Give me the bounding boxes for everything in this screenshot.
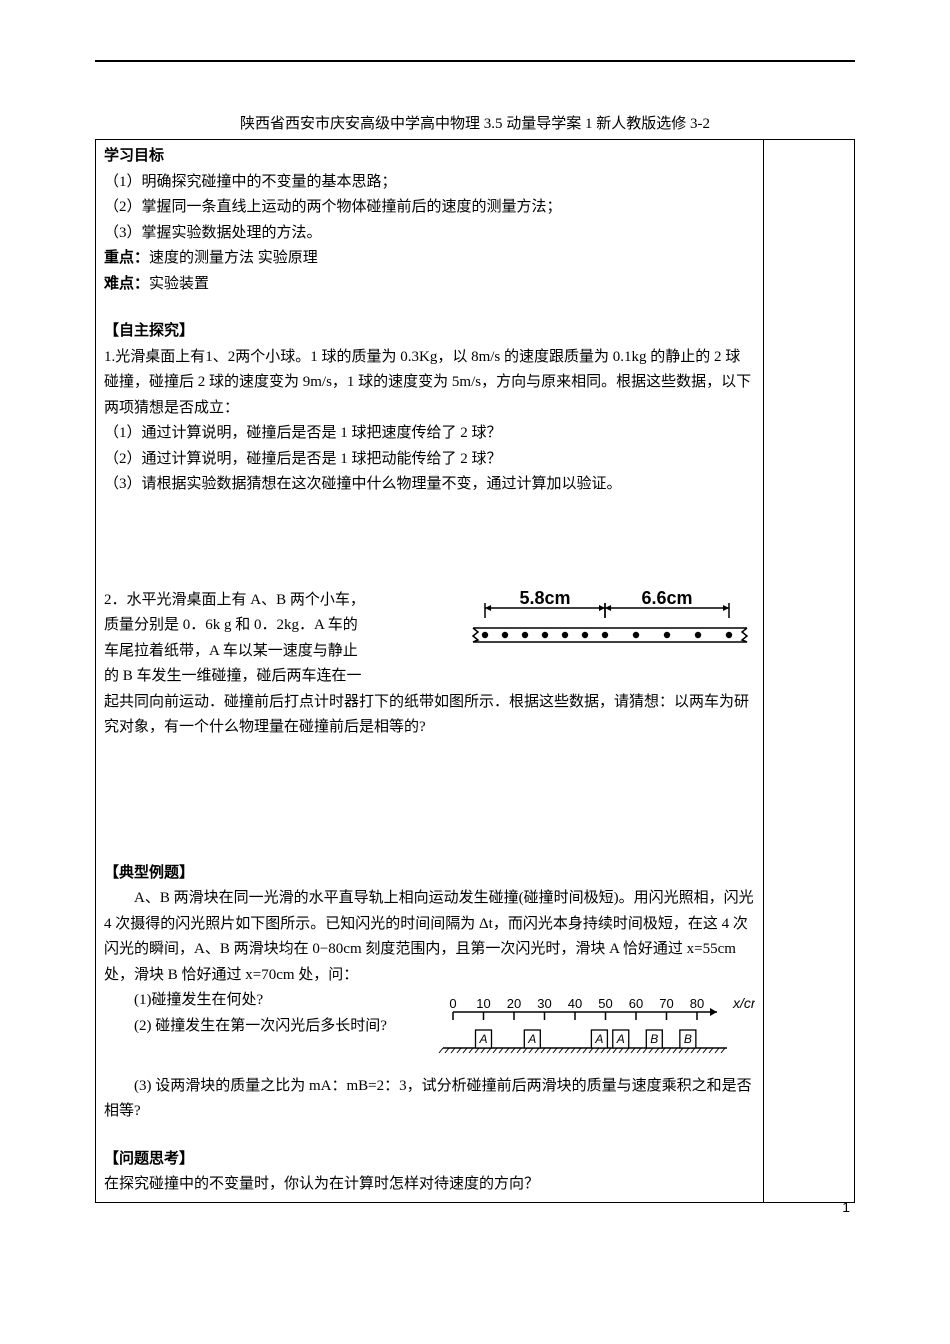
tape-svg: 5.8cm 6.6cm (465, 590, 755, 660)
svg-text:80: 80 (690, 996, 704, 1011)
page-number: 1 (842, 1199, 850, 1215)
svg-text:B: B (684, 1032, 692, 1046)
side-cell (763, 140, 854, 1203)
svg-text:0: 0 (449, 996, 456, 1011)
zhong-label: 重点： (104, 250, 149, 266)
svg-text:A: A (478, 1032, 487, 1046)
ex-q3: (3) 设两滑块的质量之比为 mA：mB=2：3，试分析碰撞前后两滑块的质量与速… (104, 1074, 755, 1125)
q1-item-2: （2）通过计算说明，碰撞后是否是 1 球把动能传给了 2 球？ (104, 447, 755, 473)
doc-title: 陕西省西安市庆安高级中学高中物理 3.5 动量导学案 1 新人教版选修 3-2 (95, 112, 855, 133)
page: 陕西省西安市庆安高级中学高中物理 3.5 动量导学案 1 新人教版选修 3-2 … (0, 0, 950, 1233)
goal-3: （3）掌握实验数据处理的方法。 (104, 221, 755, 247)
svg-text:10: 10 (476, 996, 490, 1011)
svg-text:A: A (616, 1032, 625, 1046)
q1-item-3: （3）请根据实验数据猜想在这次碰撞中什么物理量不变，通过计算加以验证。 (104, 472, 755, 498)
section-3-head: 【问题思考】 (104, 1147, 755, 1173)
svg-text:6.6cm: 6.6cm (641, 590, 692, 608)
svg-text:50: 50 (598, 996, 612, 1011)
svg-text:60: 60 (629, 996, 643, 1011)
q1-item-1: （1）通过计算说明，碰撞后是否是 1 球把速度传给了 2 球？ (104, 421, 755, 447)
svg-text:20: 20 (507, 996, 521, 1011)
svg-text:30: 30 (537, 996, 551, 1011)
goal-2: （2）掌握同一条直线上运动的两个物体碰撞前后的速度的测量方法； (104, 195, 755, 221)
svg-text:A: A (527, 1032, 536, 1046)
goals-head: 学习目标 (104, 148, 164, 164)
svg-text:5.8cm: 5.8cm (519, 590, 570, 608)
svg-text:70: 70 (659, 996, 673, 1011)
zhong-text: 速度的测量方法 实验原理 (149, 250, 318, 266)
ruler-svg: 01020304050607080x/cmAAAABB (435, 990, 755, 1060)
content-cell: 学习目标 （1）明确探究碰撞中的不变量的基本思路； （2）掌握同一条直线上运动的… (96, 140, 764, 1203)
svg-text:A: A (594, 1032, 603, 1046)
section-2-head: 【典型例题】 (104, 861, 755, 887)
main-table: 学习目标 （1）明确探究碰撞中的不变量的基本思路； （2）掌握同一条直线上运动的… (95, 139, 855, 1203)
think-text: 在探究碰撞中的不变量时，你认为在计算时怎样对待速度的方向？ (104, 1172, 755, 1198)
figure-ruler: 01020304050607080x/cmAAAABB (435, 990, 755, 1070)
section-1-head: 【自主探究】 (104, 319, 755, 345)
goal-1: （1）明确探究碰撞中的不变量的基本思路； (104, 170, 755, 196)
q2-tail: 起共同向前运动．碰撞前后打点计时器打下的纸带如图所示．根据这些数据，请猜想：以两… (104, 690, 755, 741)
figure-tape: 5.8cm 6.6cm (465, 590, 755, 670)
svg-text:B: B (650, 1032, 658, 1046)
nan-text: 实验装置 (149, 276, 209, 292)
nan-label: 难点： (104, 276, 149, 292)
svg-text:40: 40 (568, 996, 582, 1011)
q1-para: 1.光滑桌面上有1、2两个小球。1 球的质量为 0.3Kg，以 8m/s 的速度… (104, 345, 755, 422)
svg-text:x/cm: x/cm (732, 995, 755, 1011)
top-rule (95, 60, 855, 62)
ex-para: A、B 两滑块在同一光滑的水平直导轨上相向运动发生碰撞(碰撞时间极短)。用闪光照… (104, 886, 755, 988)
